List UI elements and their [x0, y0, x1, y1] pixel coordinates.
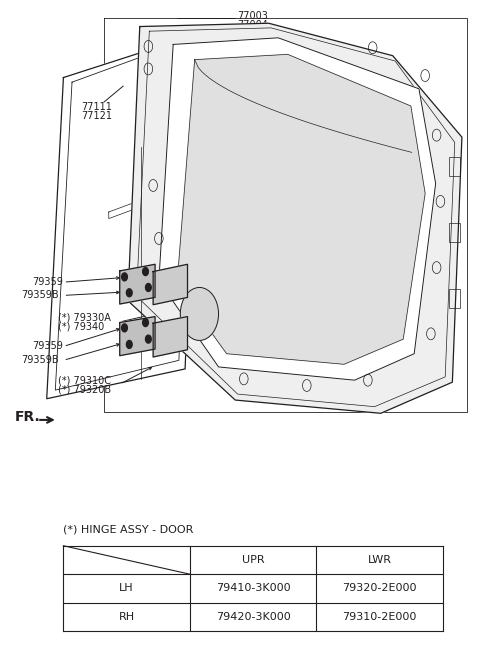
Text: 79359: 79359 [33, 277, 63, 287]
Circle shape [143, 267, 148, 275]
Polygon shape [177, 55, 425, 364]
Polygon shape [153, 317, 188, 357]
Text: UPR: UPR [242, 555, 264, 565]
Text: 79359B: 79359B [22, 355, 59, 365]
Text: 77121: 77121 [82, 111, 113, 121]
Bar [449, 289, 459, 308]
Circle shape [180, 287, 218, 340]
Text: (*) 79310C: (*) 79310C [58, 375, 111, 385]
Polygon shape [47, 35, 197, 399]
Text: 77111: 77111 [82, 102, 112, 112]
Bar [449, 157, 459, 176]
Bar [449, 223, 459, 242]
Polygon shape [128, 23, 462, 413]
Circle shape [121, 273, 127, 281]
Text: 79359B: 79359B [22, 291, 59, 301]
Circle shape [126, 289, 132, 297]
Circle shape [145, 335, 151, 343]
Circle shape [121, 324, 127, 332]
Text: 79310-2E000: 79310-2E000 [342, 612, 417, 622]
Polygon shape [159, 38, 436, 380]
Text: FR.: FR. [15, 410, 40, 424]
Polygon shape [120, 264, 155, 304]
Text: (*) 79320B: (*) 79320B [58, 384, 111, 394]
Text: 79320-2E000: 79320-2E000 [342, 583, 417, 593]
Text: (*) HINGE ASSY - DOOR: (*) HINGE ASSY - DOOR [63, 525, 194, 535]
Text: RH: RH [119, 612, 135, 622]
Text: 77003: 77003 [237, 11, 268, 21]
Circle shape [126, 340, 132, 348]
Circle shape [145, 283, 151, 291]
Text: 79410-3K000: 79410-3K000 [216, 583, 290, 593]
Circle shape [143, 319, 148, 327]
Text: 79420-3K000: 79420-3K000 [216, 612, 290, 622]
Text: LWR: LWR [368, 555, 392, 565]
Text: (*) 79340: (*) 79340 [58, 322, 104, 332]
Text: 79359: 79359 [33, 341, 63, 351]
Text: (*) 79330A: (*) 79330A [58, 313, 110, 323]
Text: LH: LH [120, 583, 134, 593]
Polygon shape [120, 317, 155, 356]
Polygon shape [153, 264, 188, 305]
Text: 77004: 77004 [237, 20, 268, 30]
